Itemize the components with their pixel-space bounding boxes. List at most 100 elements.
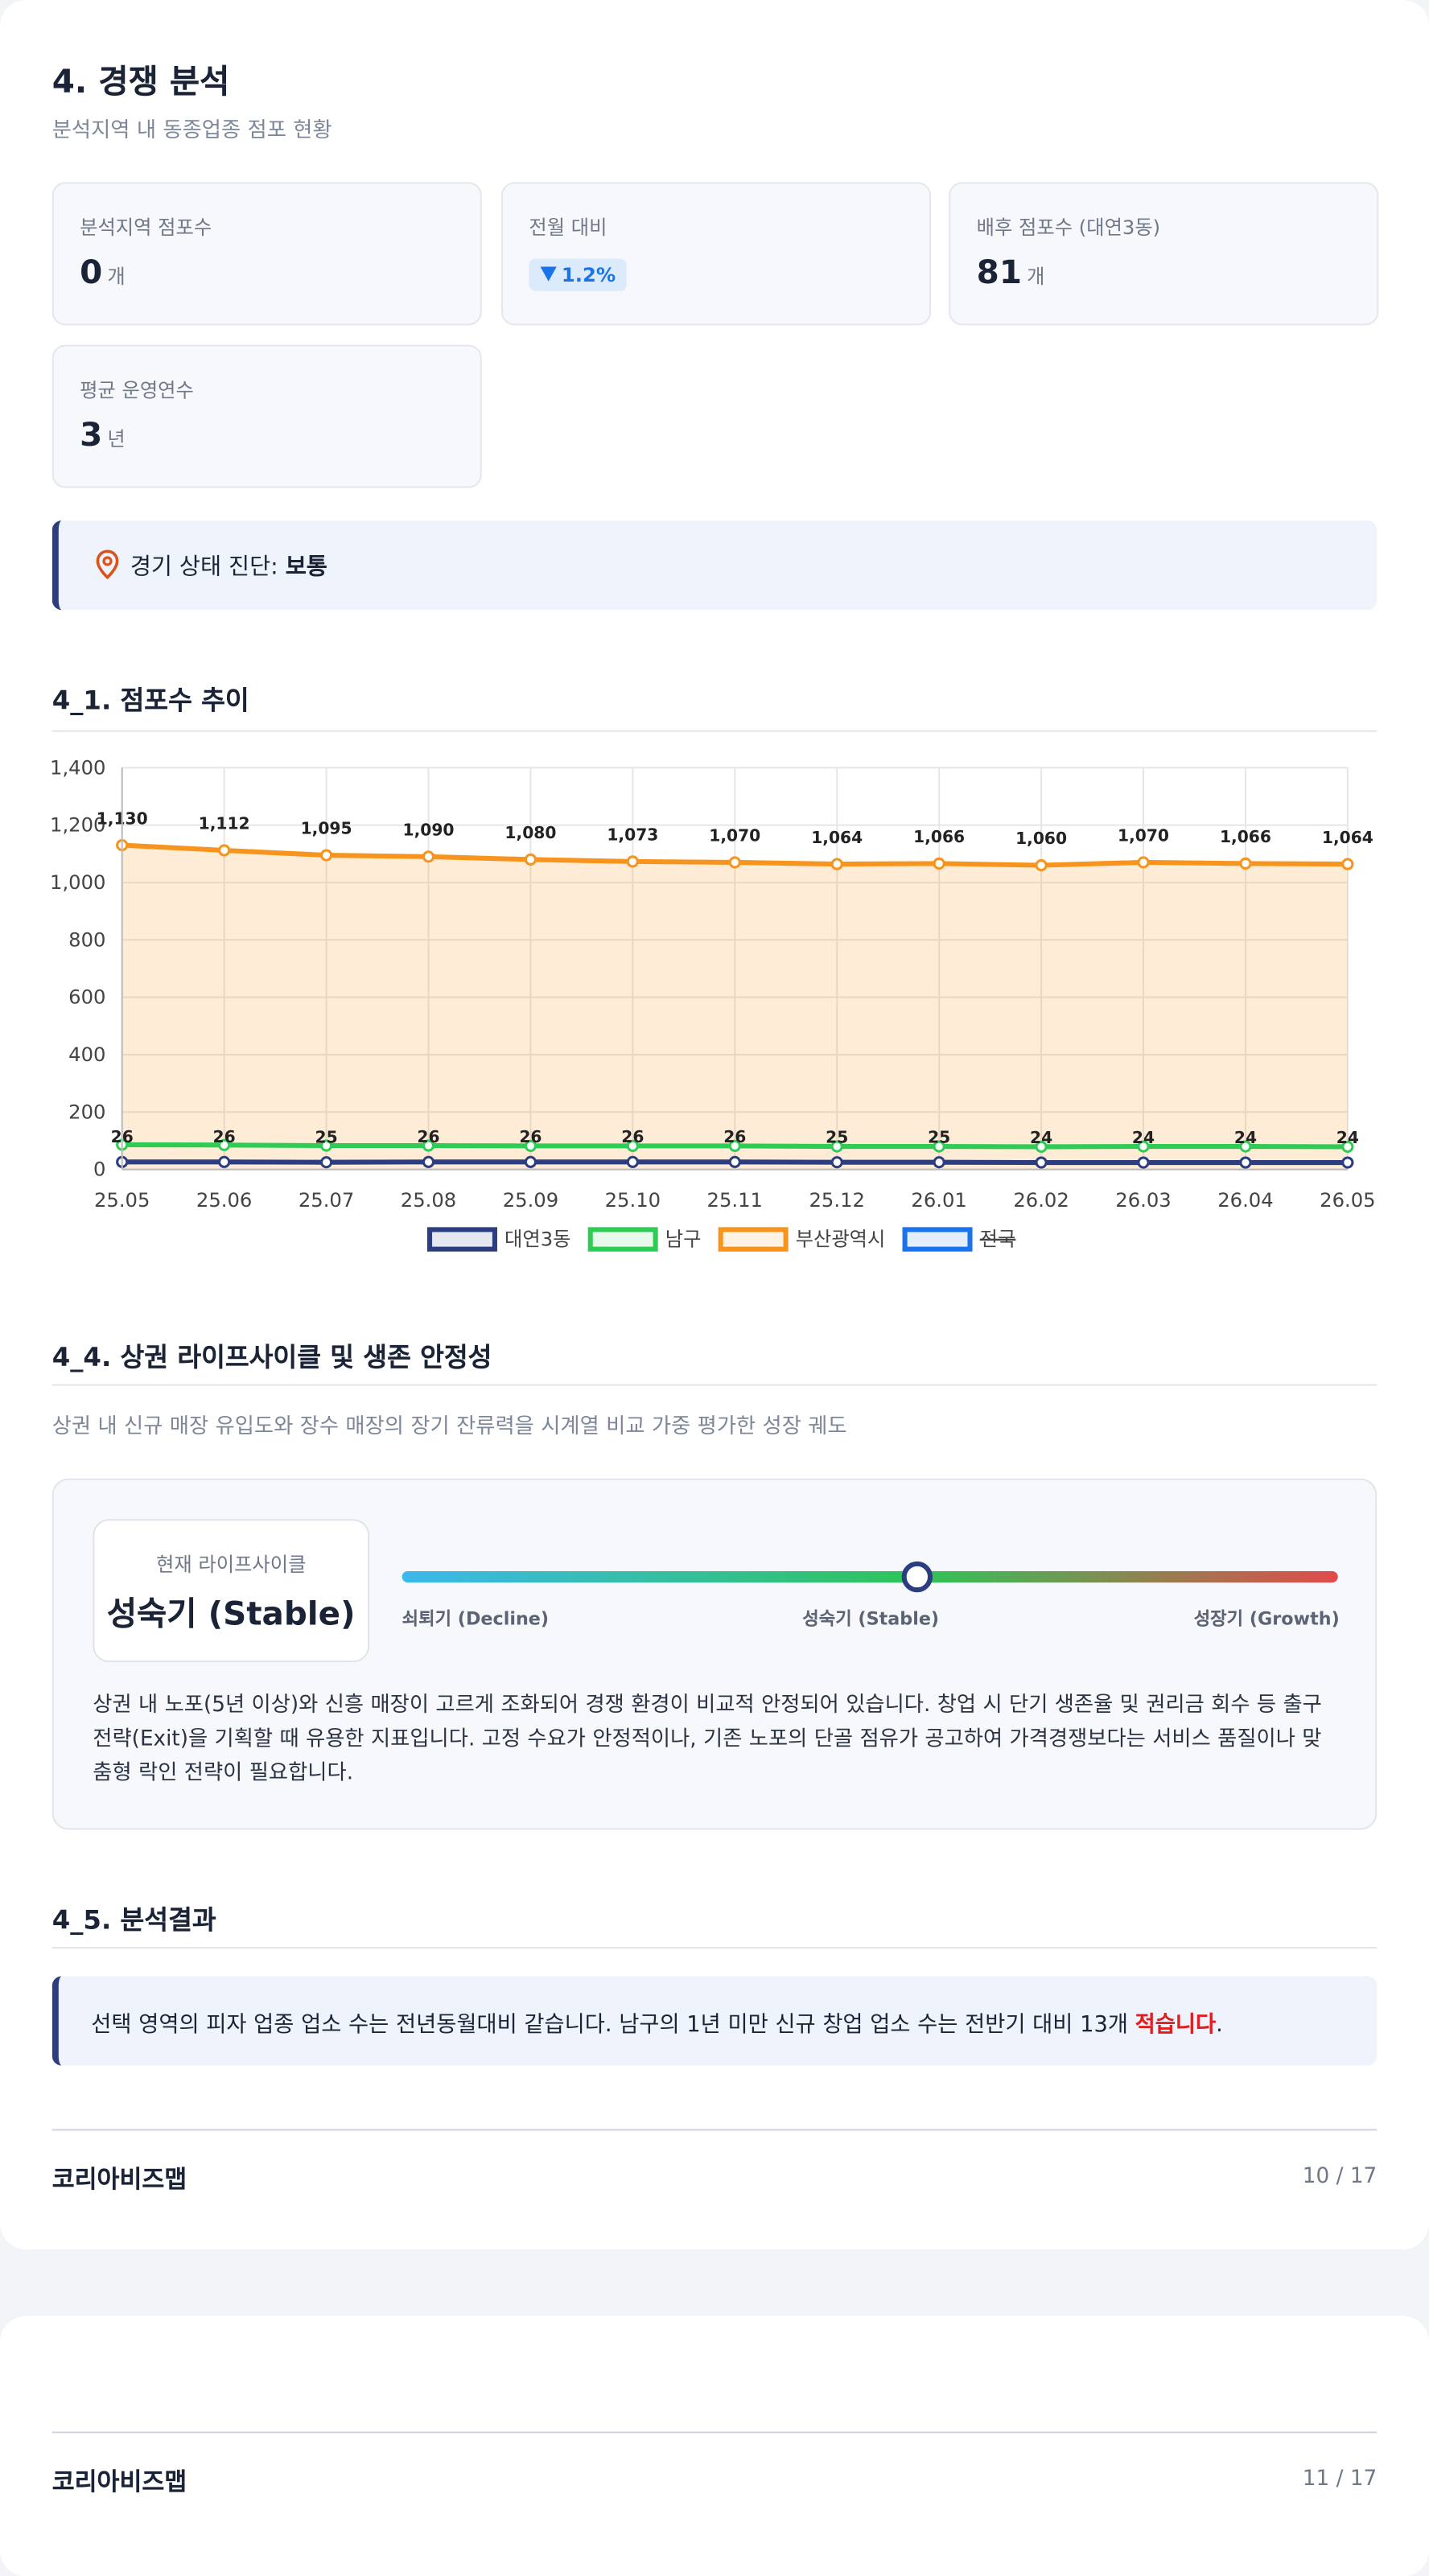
lifecycle-box: 현재 라이프사이클 성숙기 (Stable) 쇠퇴기 (Decline) 성숙기… <box>51 1478 1378 1830</box>
lifecycle-description: 상권 내 노포(5년 이상)와 신흥 매장이 고르게 조화되어 경쟁 환경이 비… <box>93 1693 1322 1786</box>
point <box>1341 1156 1354 1169</box>
point <box>626 855 639 868</box>
point <box>933 1156 945 1169</box>
divider <box>51 730 1378 732</box>
point <box>524 1155 537 1168</box>
section-subtitle: 분석지역 내 동종업종 점포 현황 <box>51 118 332 143</box>
legend-swatch <box>426 1227 497 1252</box>
lifecycle-subtitle: 상권 내 신규 매장 유입도와 장수 매장의 장기 잔류력을 시계열 비교 가중… <box>51 1414 847 1440</box>
x-tick-label: 26.02 <box>1013 1188 1069 1212</box>
x-tick-label: 25.07 <box>299 1188 354 1212</box>
result-emphasis: 적습니다 <box>1135 2011 1217 2039</box>
footer-brand: 코리아비즈맵 <box>51 2164 187 2195</box>
legend-label: 대연3동 <box>504 1228 570 1251</box>
divider <box>51 1946 1378 1948</box>
point <box>1341 1140 1354 1154</box>
x-tick-label: 26.05 <box>1320 1188 1375 1212</box>
point <box>1035 1140 1048 1154</box>
data-label: 1,066 <box>1220 827 1271 846</box>
x-tick-label: 25.11 <box>707 1188 763 1212</box>
down-arrow <box>540 266 557 282</box>
data-label: 24 <box>1132 1128 1155 1147</box>
diagnosis-label: 경기 상태 진단: <box>130 554 286 581</box>
diagnosis-box: 경기 상태 진단: 보통 <box>51 520 1378 611</box>
pin-icon <box>96 549 119 580</box>
point <box>319 1139 333 1152</box>
point <box>830 1156 843 1169</box>
point <box>319 849 333 862</box>
result-box: 선택 영역의 피자 업종 업소 수는 전년동월대비 같습니다. 남구의 1년 미… <box>51 1976 1378 2066</box>
point <box>933 857 945 870</box>
point <box>524 1139 537 1152</box>
change-badge: 1.2% <box>529 258 628 291</box>
stat-label: 평균 운영연수 <box>80 379 194 402</box>
point <box>422 1155 435 1168</box>
data-label: 1,060 <box>1015 829 1067 848</box>
point <box>1035 1156 1048 1169</box>
legend-label: 남구 <box>665 1228 702 1251</box>
y-tick-label: 0 <box>93 1158 105 1181</box>
stat-label: 분석지역 점포수 <box>80 216 212 240</box>
data-label: 25 <box>315 1127 337 1146</box>
current-stage-label: 현재 라이프사이클 <box>156 1553 307 1577</box>
point <box>1137 1156 1150 1169</box>
current-stage-card: 현재 라이프사이클 성숙기 (Stable) <box>93 1519 370 1663</box>
data-label: 26 <box>519 1127 542 1146</box>
data-label: 1,090 <box>403 821 455 840</box>
stage-label: 성숙기 (Stable) <box>802 1608 940 1630</box>
data-label: 1,095 <box>301 819 352 838</box>
point <box>1239 1156 1252 1169</box>
point <box>1035 858 1048 872</box>
x-tick-label: 25.06 <box>196 1188 252 1212</box>
stat-number: 3 <box>80 414 103 455</box>
data-label: 24 <box>1234 1128 1257 1147</box>
point <box>728 1139 741 1152</box>
y-tick-label: 1,000 <box>50 870 105 894</box>
data-label: 1,073 <box>607 825 658 845</box>
lifecycle-title: 4_4. 상권 라이프사이클 및 생존 안정성 <box>51 1341 492 1373</box>
stat-value: 81 개 <box>977 252 1045 291</box>
point <box>626 1139 639 1152</box>
data-label: 26 <box>417 1127 439 1146</box>
data-label: 1,066 <box>913 827 965 846</box>
x-tick-label: 25.08 <box>401 1188 456 1212</box>
data-label: 1,112 <box>199 814 250 833</box>
point <box>524 853 537 866</box>
data-label: 24 <box>1336 1128 1359 1147</box>
line-chart: 0 200 400 600 800 1,000 1,200 1,400 25.05 25.06 25… <box>50 755 1376 1252</box>
point <box>218 1138 231 1151</box>
point <box>319 1156 333 1169</box>
result-text: 선택 영역의 피자 업종 업소 수는 전년동월대비 같습니다. 남구의 1년 미… <box>91 2006 1223 2038</box>
point <box>422 1139 435 1152</box>
stage-label: 쇠퇴기 (Decline) <box>402 1608 550 1630</box>
point <box>1137 1140 1150 1153</box>
point <box>626 1155 639 1168</box>
x-tick-label: 26.04 <box>1217 1188 1273 1212</box>
x-tick-label: 25.05 <box>94 1188 150 1212</box>
stat-unit: 년 <box>107 427 126 451</box>
y-tick-label: 200 <box>68 1100 105 1123</box>
stat-card: 전월 대비 1.2% <box>501 182 932 326</box>
y-tick-label: 400 <box>68 1043 105 1066</box>
data-label: 1,064 <box>1322 828 1373 847</box>
data-label: 1,080 <box>504 823 556 842</box>
stat-number: 81 <box>976 252 1023 291</box>
stat-unit: 개 <box>107 265 126 288</box>
x-tick-label: 25.12 <box>809 1188 864 1212</box>
data-label: 24 <box>1030 1128 1052 1147</box>
data-label: 1,070 <box>709 826 760 846</box>
y-tick-label: 1,200 <box>50 813 105 837</box>
x-tick-label: 25.09 <box>503 1188 558 1212</box>
point <box>1341 858 1354 870</box>
y-tick-label: 1,400 <box>50 755 105 779</box>
point <box>933 1140 945 1153</box>
footer-page: 11 / 17 <box>1302 2467 1378 2492</box>
point <box>830 1140 843 1153</box>
point <box>1239 857 1252 870</box>
stat-label: 전월 대비 <box>529 216 607 240</box>
footer-brand: 코리아비즈맵 <box>51 2467 187 2497</box>
result-body: 선택 영역의 피자 업종 업소 수는 전년동월대비 같습니다. 남구의 1년 미… <box>91 2011 1135 2039</box>
